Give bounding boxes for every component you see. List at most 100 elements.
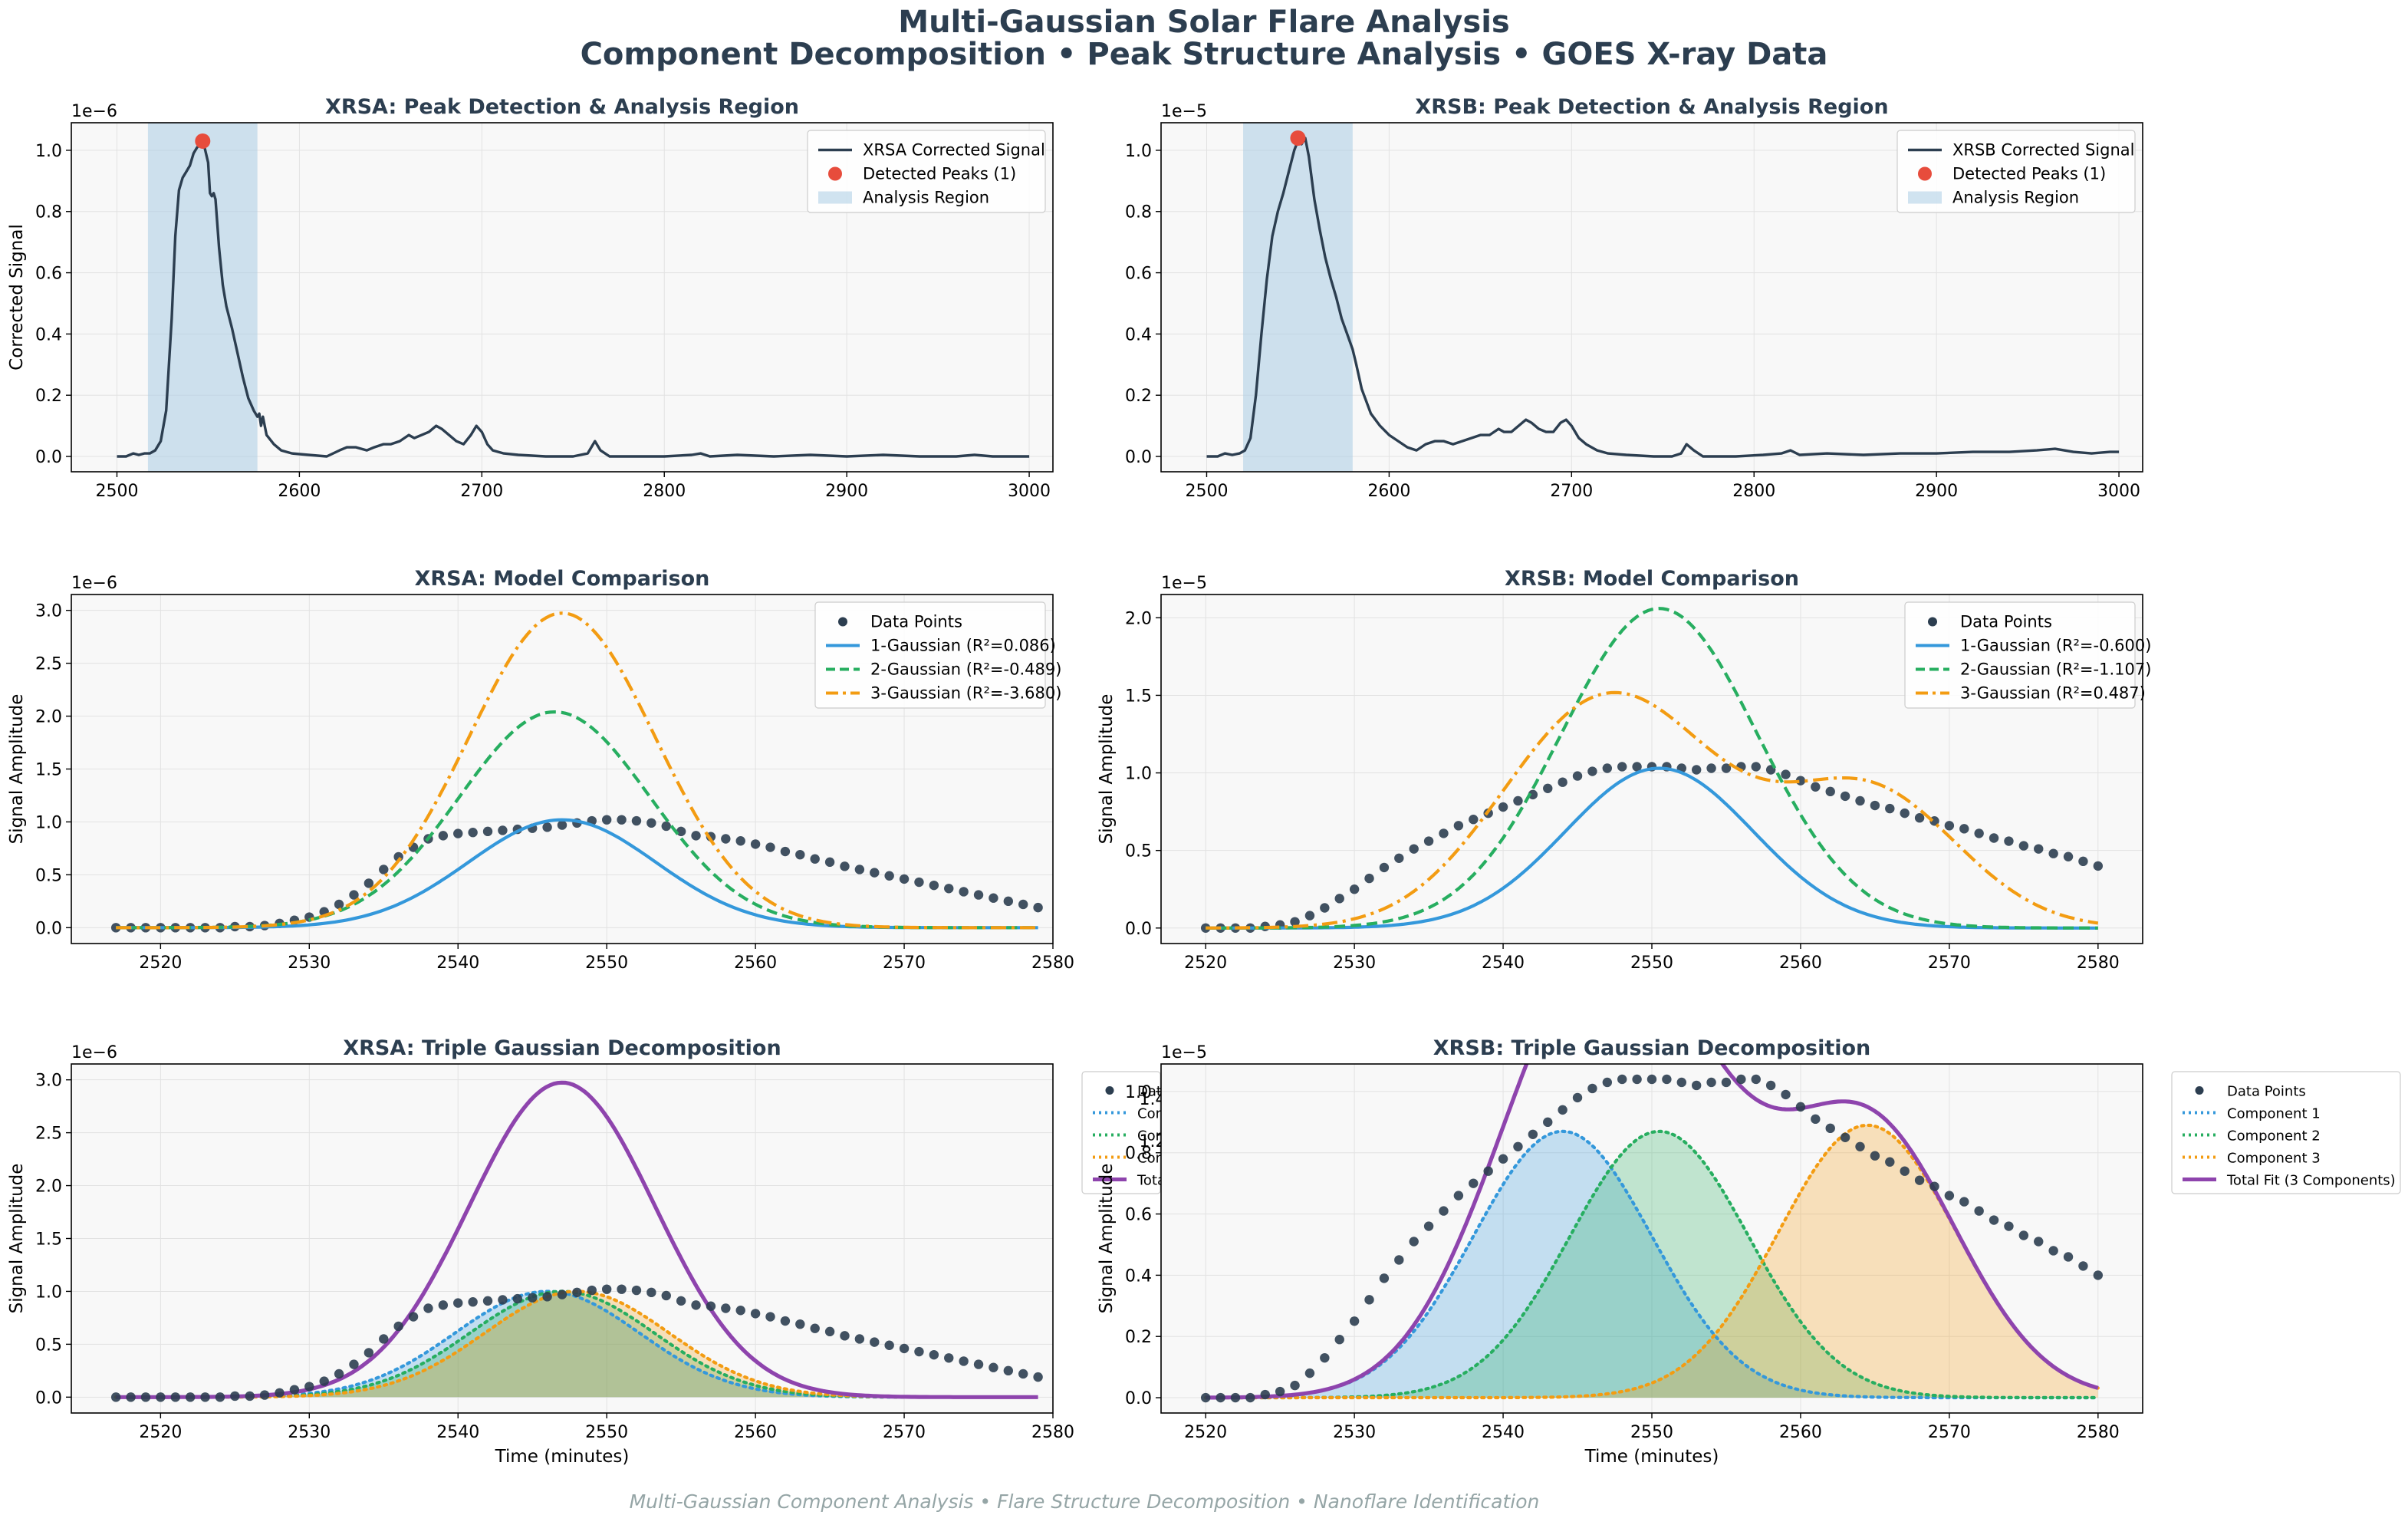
data-point [185, 1392, 196, 1402]
data-point [840, 1331, 850, 1341]
x-tick-label: 2900 [1915, 482, 1958, 501]
plot-area [1206, 123, 2120, 472]
data-point [542, 822, 552, 832]
data-point [944, 884, 954, 894]
data-point [959, 887, 969, 897]
y-tick-label: 0.8 [1125, 1145, 1152, 1164]
detected-peak-marker [1290, 130, 1306, 146]
y-tick-label: 0.5 [1125, 842, 1152, 861]
data-point [795, 849, 805, 860]
data-point [1751, 1074, 1761, 1085]
data-point [735, 836, 745, 846]
data-point [1439, 828, 1449, 838]
data-point [349, 890, 359, 900]
data-point [1840, 791, 1850, 802]
data-point [2078, 856, 2088, 867]
data-point [2063, 851, 2074, 861]
data-point [1394, 853, 1404, 863]
data-point [364, 1348, 374, 1358]
data-point [110, 923, 121, 933]
data-point [1632, 762, 1642, 772]
y-tick-label: 0.4 [35, 325, 62, 344]
axes-frame [1160, 122, 2143, 473]
data-point [2018, 841, 2029, 851]
y-axis-label: Signal Amplitude [7, 694, 27, 845]
data-point [1825, 1123, 1835, 1134]
data-point [572, 1287, 582, 1298]
y-axis-label: Signal Amplitude [1097, 694, 1117, 845]
data-point [1275, 1386, 1285, 1397]
plot-area [117, 123, 1030, 472]
y-tick-label: 0.2 [1125, 1328, 1152, 1347]
data-point [2063, 1252, 2074, 1262]
data-point [1914, 1175, 1925, 1185]
data-point [780, 846, 791, 857]
data-point [1409, 844, 1419, 854]
data-point [170, 1392, 180, 1402]
data-point [393, 1321, 403, 1332]
data-point [1811, 1114, 1821, 1125]
legend: XRSA Corrected Signal Detected Peaks (1) A… [807, 130, 1046, 213]
y-tick-label: 0.0 [1125, 448, 1152, 467]
data-point [1513, 1141, 1523, 1151]
data-point [735, 1306, 745, 1316]
x-tick-label: 2800 [643, 482, 686, 501]
data-point [1320, 1352, 1330, 1363]
data-point [334, 899, 344, 910]
data-point [1230, 1392, 1241, 1403]
y-tick-label: 0.4 [1125, 1266, 1152, 1286]
x-tick-label: 2570 [1928, 1423, 1971, 1442]
signal-line [117, 140, 1030, 458]
legend-label: XRSB Corrected Signal [1952, 141, 2134, 160]
data-point [1290, 1380, 1300, 1391]
legend-box [807, 130, 1046, 213]
x-tick-label: 2700 [1550, 482, 1593, 501]
data-point [824, 1326, 835, 1337]
legend-label: 3-Gaussian (R²=0.487) [1960, 684, 2146, 703]
data-point [870, 868, 880, 878]
data-point [2004, 836, 2014, 846]
data-point [989, 893, 998, 903]
data-point [1900, 808, 1910, 818]
x-tick-label: 2500 [95, 482, 138, 501]
x-tick-label: 2560 [1779, 1423, 1822, 1442]
data-point [765, 842, 775, 852]
legend-patch-handle [1908, 191, 1942, 204]
figure-footer: Multi-Gaussian Component Analysis • Flar… [630, 1490, 1540, 1513]
legend-label: 1-Gaussian (R²=-0.600) [1960, 637, 2151, 655]
x-tick-label: 2560 [734, 954, 777, 973]
data-point [1483, 1166, 1493, 1176]
data-point [1245, 1392, 1255, 1403]
data-point [1855, 795, 1865, 806]
data-point [1900, 1166, 1910, 1176]
legend-label: 2-Gaussian (R²=-1.107) [1960, 660, 2151, 679]
data-point [1543, 1117, 1553, 1128]
data-point [1706, 1077, 1716, 1088]
data-point [126, 1392, 136, 1402]
data-point [750, 839, 761, 849]
data-point [498, 1295, 508, 1305]
data-point [944, 1353, 954, 1363]
y-scale-label: 1e−5 [1161, 574, 1207, 593]
data-point [750, 1309, 761, 1319]
data-point [1304, 1368, 1315, 1378]
legend-label: 3-Gaussian (R²=-3.680) [870, 684, 1061, 703]
component-2-fill [116, 1291, 1038, 1398]
x-tick-label: 2900 [825, 482, 868, 501]
data-point [1632, 1074, 1642, 1085]
data-point [1587, 1083, 1597, 1094]
y-tick-label: 0.5 [35, 1336, 62, 1355]
data-point [1662, 1074, 1672, 1085]
data-point [2093, 1270, 2104, 1280]
panel-xrsb_models: 2520 2530 2540 2550 2560 2570 2580 0.0 0.5 1.0 1.5… [1097, 567, 2151, 973]
y-tick-label: 0.0 [35, 1388, 62, 1408]
legend-box [2171, 1071, 2401, 1194]
legend-label: Analysis Region [1952, 189, 2079, 207]
data-point [1646, 1074, 1657, 1085]
data-point [1528, 1129, 1538, 1139]
data-point [1929, 1181, 1939, 1191]
legend-label: 2-Gaussian (R²=-0.489) [870, 660, 1061, 679]
data-point [1453, 821, 1464, 831]
y-tick-label: 2.0 [35, 708, 62, 727]
data-point [304, 1382, 314, 1392]
